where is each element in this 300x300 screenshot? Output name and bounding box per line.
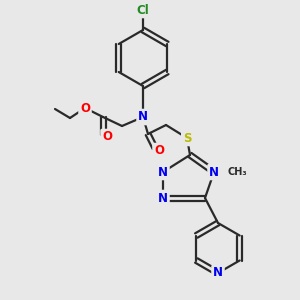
Text: O: O: [102, 130, 112, 143]
Text: N: N: [138, 110, 148, 124]
Text: Cl: Cl: [136, 4, 149, 16]
Text: N: N: [158, 191, 168, 205]
Text: N: N: [158, 166, 168, 178]
Text: N: N: [213, 266, 223, 280]
Text: CH₃: CH₃: [228, 167, 248, 177]
Text: O: O: [80, 101, 90, 115]
Text: S: S: [183, 131, 191, 145]
Text: O: O: [154, 145, 164, 158]
Text: N: N: [209, 166, 219, 178]
